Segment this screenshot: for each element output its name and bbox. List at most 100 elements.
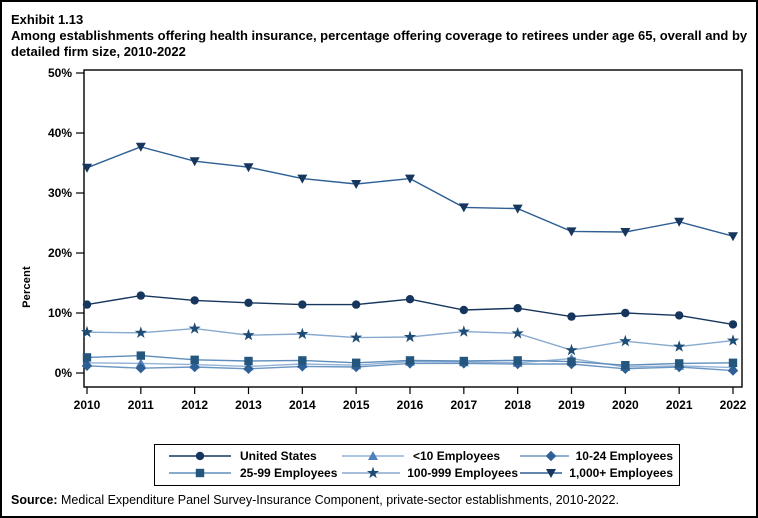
data-point-10-24-employees xyxy=(189,361,200,373)
data-point-united-states xyxy=(459,305,469,315)
data-point-100-999-employees xyxy=(565,343,578,356)
data-point-25-99-employees xyxy=(513,356,522,365)
x-tick-label: 2012 xyxy=(181,398,208,412)
data-point-100-999-employees xyxy=(242,328,255,341)
data-point-1-000-employees xyxy=(351,180,362,189)
line-chart: 0% 10% 20% 30% 40% 50% 2010 2011 2012 2013 2014 201… xyxy=(48,66,747,412)
data-point-1-000-employees xyxy=(189,157,200,167)
square-legend-icon xyxy=(169,468,231,478)
legend-label-100-999-employees: 100-999 Employees xyxy=(407,466,518,480)
series-25-99-employees xyxy=(82,351,738,370)
legend-item-10-24-employees: 10-24 Employees xyxy=(518,448,673,464)
data-point-1-000-employees xyxy=(404,174,415,184)
y-tick-label: 50% xyxy=(48,66,72,80)
data-point-100-999-employees xyxy=(673,340,686,352)
data-point-1-000-employees xyxy=(135,142,146,152)
data-point-united-states xyxy=(513,304,522,313)
y-tick-label: 10% xyxy=(48,306,72,320)
data-point-united-states xyxy=(190,296,199,305)
x-tick-label: 2022 xyxy=(720,398,747,412)
title-block: Exhibit 1.13 Among establishments offeri… xyxy=(11,12,749,60)
y-tick-label: 0% xyxy=(55,366,73,380)
x-tick-label: 2011 xyxy=(128,398,154,412)
triangle-up-legend-icon xyxy=(342,451,404,460)
data-point-united-states xyxy=(82,300,92,309)
data-point-100-999-employees xyxy=(726,334,740,346)
y-tick-label: 30% xyxy=(48,186,72,200)
data-point-1-000-employees xyxy=(243,163,254,173)
data-point-25-99-employees xyxy=(136,351,146,360)
series-united-states xyxy=(82,291,738,329)
legend-label-1-000-employees: 1,000+ Employees xyxy=(569,466,673,480)
series-100-999-employees xyxy=(80,322,740,356)
data-point-100-999-employees xyxy=(619,334,632,347)
source-label: Source: xyxy=(11,493,58,507)
data-point-100-999-employees xyxy=(350,331,363,343)
data-point-25-99-employees xyxy=(244,356,253,366)
data-point-10-24-employees xyxy=(243,363,254,374)
x-tick-label: 2014 xyxy=(289,398,316,412)
data-point-25-99-employees xyxy=(82,353,92,362)
data-point-25-99-employees xyxy=(621,361,630,370)
data-point-10-24-employees xyxy=(727,365,739,376)
data-point-united-states xyxy=(244,298,253,307)
data-point-united-states xyxy=(728,320,738,329)
data-point-10-24-employees xyxy=(135,363,147,374)
y-tick-label: 40% xyxy=(48,126,72,140)
data-point-100-999-employees xyxy=(80,325,94,338)
chart-title: Among establishments offering health ins… xyxy=(11,28,748,59)
y-tick-label: 20% xyxy=(48,246,72,260)
x-tick-label: 2017 xyxy=(450,398,477,412)
legend-item-10-employees: <10 Employees xyxy=(340,448,518,464)
legend-label-united-states: United States xyxy=(240,449,317,463)
x-tick-label: 2019 xyxy=(558,398,585,412)
data-point-united-states xyxy=(567,312,576,321)
data-point-25-99-employees xyxy=(567,357,576,366)
star-legend-icon xyxy=(342,466,401,479)
data-point-25-99-employees xyxy=(674,359,684,368)
data-point-1-000-employees xyxy=(297,174,308,184)
legend-item-1-000-employees: 1,000+ Employees xyxy=(518,465,673,481)
data-point-25-99-employees xyxy=(728,358,738,367)
chart-region: Percent 0% 10% 20% 30% 40% 50% 2010 2011 2012 201… xyxy=(2,60,756,412)
data-point-25-99-employees xyxy=(405,356,415,365)
data-point-100-999-employees xyxy=(457,325,470,337)
data-point-united-states xyxy=(621,308,630,318)
diamond-legend-icon xyxy=(520,450,569,462)
x-tick-label: 2016 xyxy=(397,398,424,412)
data-point-1-000-employees xyxy=(458,203,469,213)
data-point-united-states xyxy=(351,300,361,309)
legend-marker-1-000-employees xyxy=(546,469,556,478)
series-line-1-000-employees xyxy=(86,146,734,237)
legend-marker-25-99-employees xyxy=(195,468,205,478)
data-point-1-000-employees xyxy=(512,204,523,214)
data-point-100-999-employees xyxy=(403,330,417,343)
data-point-25-99-employees xyxy=(459,356,469,366)
data-point-25-99-employees xyxy=(298,356,307,365)
x-tick-label: 2013 xyxy=(235,398,262,412)
x-tick-label: 2010 xyxy=(74,398,101,412)
data-point-united-states xyxy=(674,311,684,320)
data-point-100-999-employees xyxy=(511,327,524,339)
legend-item-100-999-employees: 100-999 Employees xyxy=(340,465,518,481)
legend-item-25-99-employees: 25-99 Employees xyxy=(167,465,340,481)
x-tick-label: 2018 xyxy=(504,398,531,412)
circle-legend-icon xyxy=(169,451,231,461)
data-point-25-99-employees xyxy=(190,355,199,364)
data-point-united-states xyxy=(405,295,415,304)
legend-item-united-states: United States xyxy=(167,448,340,464)
data-point-1-000-employees xyxy=(82,163,92,173)
triangle-down-legend-icon xyxy=(520,469,563,478)
exhibit-number: Exhibit 1.13 xyxy=(11,12,84,27)
series-1-000-employees xyxy=(82,142,738,242)
data-point-10-employees xyxy=(135,358,146,368)
data-point-united-states xyxy=(136,291,146,300)
legend-marker-10-24-employees xyxy=(545,450,557,462)
data-point-1-000-employees xyxy=(727,232,738,242)
source-text: Medical Expenditure Panel Survey-Insuran… xyxy=(57,493,619,507)
x-tick-label: 2020 xyxy=(612,398,639,412)
data-point-1-000-employees xyxy=(620,228,631,237)
legend-marker-10-employees xyxy=(368,451,378,460)
data-point-10-24-employees xyxy=(81,360,93,371)
x-tick-label: 2021 xyxy=(666,398,693,412)
